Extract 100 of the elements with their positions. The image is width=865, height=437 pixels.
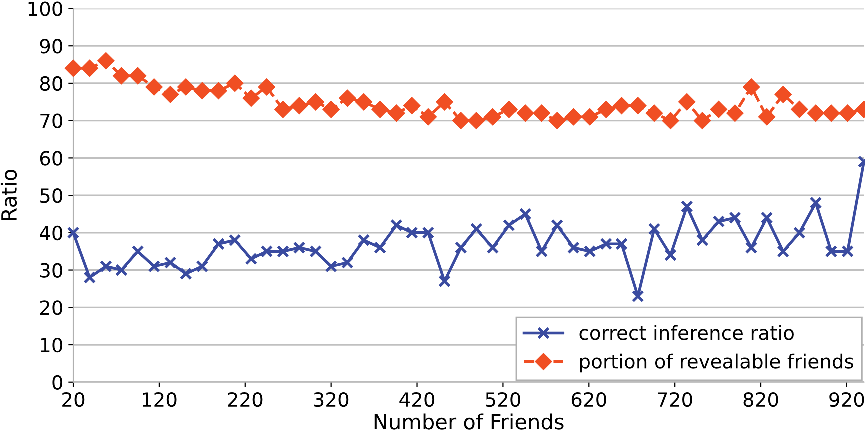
point [372,101,389,118]
point [840,105,856,122]
point [565,108,582,126]
point [582,108,598,126]
legend-label: portion of revealable friends [580,354,854,373]
point [438,275,452,288]
point [712,215,726,228]
point [486,242,500,254]
x-tick-label: 420 [400,392,435,408]
point [339,90,356,107]
point [454,242,468,254]
point [680,200,694,214]
point [696,234,709,247]
point [422,226,435,240]
point [243,90,260,107]
point [502,219,516,232]
point [194,82,211,100]
point [84,272,96,284]
x-tick-label: 620 [572,392,606,408]
point [758,108,776,126]
y-tick-label: 50 [40,188,63,204]
point [293,242,306,254]
point [148,260,161,273]
point [291,98,308,114]
x-tick-label: 820 [744,392,778,408]
point [646,105,663,122]
y-tick-label: 10 [41,338,63,353]
point [98,52,114,70]
point [549,112,566,130]
legend-label: correct inference ratio [580,325,794,340]
x-tick-label: 220 [228,392,263,408]
point [598,101,615,118]
point [406,226,418,240]
point [115,264,128,277]
point [791,101,808,118]
x-tick-label: 920 [830,392,864,408]
point [178,78,194,96]
point [536,245,548,258]
point [374,242,387,254]
point [260,245,274,258]
point [323,101,340,118]
y-tick-label: 30 [40,263,63,278]
point [100,260,112,273]
point [325,260,338,273]
point [356,94,372,110]
point [310,245,322,258]
point [358,234,370,247]
x-tick-label: 320 [314,392,349,408]
y-tick-label: 80 [40,76,63,92]
point [341,256,354,270]
point [567,242,580,254]
y-tick-label: 70 [40,114,63,128]
point [808,105,824,122]
point [616,238,628,250]
point [212,238,226,250]
point [196,260,209,273]
point [404,98,420,114]
point [823,105,840,122]
point [825,245,838,258]
point [468,112,485,130]
point [630,98,646,114]
point [146,78,163,96]
y-tick-label: 90 [40,39,63,54]
point [67,226,80,240]
point [65,60,82,77]
point [245,252,258,266]
x-axis-title: Number of Friends [374,414,564,430]
point [614,98,630,114]
point [745,242,758,254]
point [500,101,518,118]
point [164,256,177,270]
point [743,78,760,96]
point [534,105,550,122]
point [648,222,661,236]
point [793,226,806,240]
point [258,78,276,96]
point [390,219,403,232]
point [694,112,711,130]
point [842,245,854,258]
point [726,105,744,122]
point [517,105,534,122]
x-tick-label: 520 [486,392,520,408]
x-tick-label: 20 [62,392,85,408]
point [810,196,822,210]
point [162,86,179,103]
y-tick-label: 20 [40,300,63,316]
point [274,101,292,118]
point [584,245,596,258]
point [132,245,144,258]
point [484,108,502,126]
point [775,86,792,103]
point [678,94,696,110]
y-tick-label: 100 [28,2,63,16]
point [662,112,680,130]
y-tick-label: 60 [40,151,63,166]
point [113,68,130,84]
point [710,101,728,118]
point [664,249,678,262]
x-tick-label: 120 [143,392,177,408]
point [436,94,454,110]
